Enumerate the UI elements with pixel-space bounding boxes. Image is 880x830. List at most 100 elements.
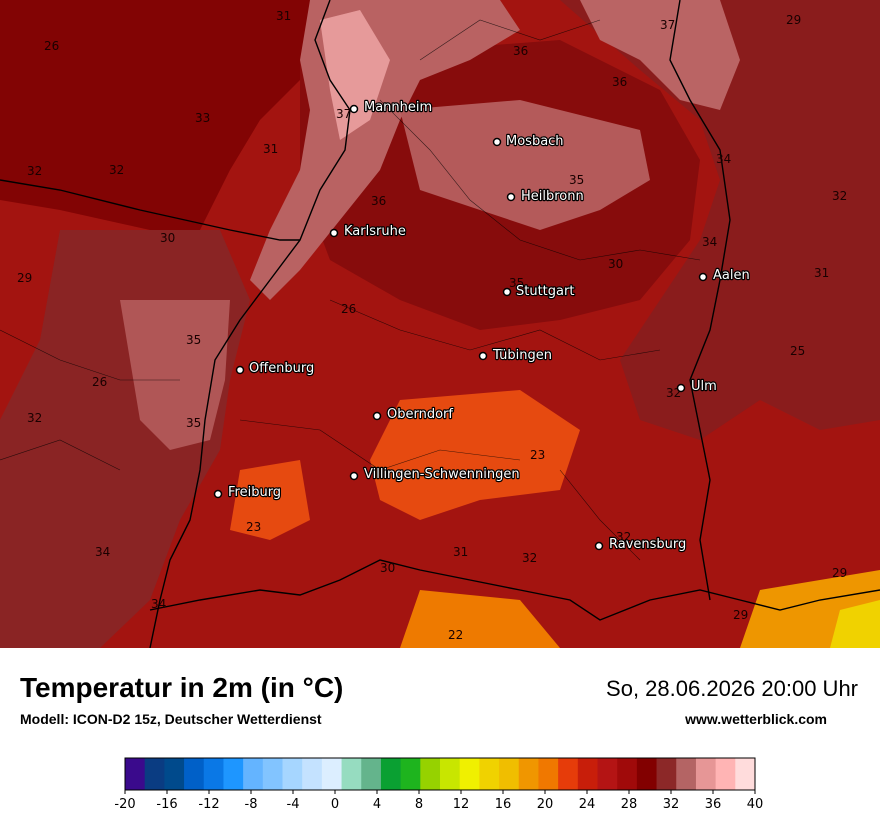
isotherm-label: 34 xyxy=(716,152,731,166)
country-borders xyxy=(0,0,880,648)
isotherm-label: 31 xyxy=(814,266,829,280)
zone-35-offenburg xyxy=(120,300,230,450)
legend-swatch xyxy=(144,758,165,790)
legend-swatch xyxy=(479,758,500,790)
district-borders xyxy=(0,19,701,561)
legend-swatch xyxy=(164,758,185,790)
isotherm-labels: 31 37 26 36 36 29 33 37 31 32 32 34 36 3… xyxy=(17,9,847,642)
city-markers: Mannheim Mosbach Heilbronn Karlsruhe Aal… xyxy=(213,99,751,553)
map-footer: Temperatur in 2m (in °C) Modell: ICON-D2… xyxy=(0,648,880,830)
isotherm-label: 37 xyxy=(660,18,675,32)
isotherm-label: 36 xyxy=(513,44,528,58)
legend-tick-label: 0 xyxy=(331,797,339,812)
isotherm-label: 30 xyxy=(380,561,395,575)
isotherm-label: 26 xyxy=(341,302,356,316)
city-tuebingen: Tübingen xyxy=(478,347,553,364)
city-label: Stuttgart xyxy=(516,284,574,299)
isotherm-label: 35 xyxy=(186,333,201,347)
city-heilbronn: Heilbronn xyxy=(506,188,585,205)
legend-tick-label: 4 xyxy=(373,797,381,812)
legend-swatch xyxy=(400,758,421,790)
isotherm-label: 34 xyxy=(151,597,166,611)
legend-swatch xyxy=(715,758,736,790)
city-freiburg: Freiburg xyxy=(213,484,282,501)
legend-tick-label: -4 xyxy=(287,797,300,812)
city-label: Aalen xyxy=(713,268,750,283)
zone-36-upper-rhine xyxy=(250,0,520,300)
city-villingen-schwenningen: Villingen-Schwenningen xyxy=(349,466,521,483)
legend-tick-label: -12 xyxy=(198,797,219,812)
zone-35-kraichgau xyxy=(400,100,650,230)
zone-32-north-west xyxy=(0,0,330,230)
city-mosbach: Mosbach xyxy=(492,133,565,150)
city-label: Mannheim xyxy=(364,100,432,115)
isotherm-label: 35 xyxy=(569,173,584,187)
legend-tick-label: 8 xyxy=(415,797,423,812)
city-label: Karlsruhe xyxy=(344,224,406,239)
isotherm-label: 35 xyxy=(509,276,524,290)
city-label: Offenburg xyxy=(249,361,314,376)
isotherm-label: 29 xyxy=(17,271,32,285)
city-ulm: Ulm xyxy=(676,378,718,395)
city-label: Villingen-Schwenningen xyxy=(364,467,520,482)
isotherm-label: 29 xyxy=(832,566,847,580)
isotherm-label: 32 xyxy=(27,164,42,178)
legend-swatch xyxy=(735,758,756,790)
legend-swatch xyxy=(577,758,598,790)
model-source: Modell: ICON-D2 15z, Deutscher Wetterdie… xyxy=(20,711,322,727)
legend-swatch xyxy=(380,758,402,790)
legend-swatch xyxy=(538,758,559,790)
legend-ticks: -20 -16 -12 -8 -4 0 4 8 12 16 20 24 28 32 36 40 xyxy=(114,790,763,812)
isotherm-label: 31 xyxy=(453,545,468,559)
zone-37-north-east xyxy=(580,0,740,110)
zone-32-north-east xyxy=(560,0,880,440)
legend-swatch xyxy=(695,758,717,790)
legend-swatch xyxy=(203,758,224,790)
city-ravensburg: Ravensburg xyxy=(594,536,687,553)
isotherm-label: 36 xyxy=(371,194,386,208)
legend-swatches xyxy=(125,758,756,790)
legend-swatch xyxy=(262,758,283,790)
city-aalen: Aalen xyxy=(698,267,751,284)
isotherm-label: 29 xyxy=(733,608,748,622)
legend-swatch xyxy=(617,758,638,790)
isotherm-label: 33 xyxy=(195,111,210,125)
city-karlsruhe: Karlsruhe xyxy=(329,223,407,240)
legend-swatch xyxy=(440,758,461,790)
website-link[interactable]: www.wetterblick.com xyxy=(685,711,827,727)
city-stuttgart: Stuttgart xyxy=(502,283,576,300)
isotherm-label: 34 xyxy=(702,235,717,249)
isotherm-label: 31 xyxy=(263,142,278,156)
legend-swatch xyxy=(518,758,539,790)
legend-tick-label: 24 xyxy=(579,797,596,812)
legend-tick-label: 16 xyxy=(495,797,512,812)
isotherm-label: 26 xyxy=(92,375,107,389)
legend-swatch xyxy=(341,758,362,790)
legend-swatch xyxy=(125,758,146,790)
city-label: Heilbronn xyxy=(521,189,584,204)
city-oberndorf: Oberndorf xyxy=(372,406,455,423)
legend-tick-label: 20 xyxy=(537,797,554,812)
legend-swatch xyxy=(321,758,342,790)
isotherm-label: 36 xyxy=(612,75,627,89)
city-mannheim: Mannheim xyxy=(349,99,433,116)
legend-swatch xyxy=(656,758,677,790)
isotherm-label: 26 xyxy=(44,39,59,53)
isotherm-label: 34 xyxy=(95,545,110,559)
legend-frame xyxy=(124,757,756,791)
legend-tick-label: 32 xyxy=(663,797,680,812)
isotherm-label: 23 xyxy=(530,448,545,462)
legend-tick-label: 28 xyxy=(621,797,638,812)
legend-swatch xyxy=(243,758,264,790)
legend-tick-label: -16 xyxy=(156,797,177,812)
isotherm-label: 22 xyxy=(448,628,463,642)
legend-swatch xyxy=(558,758,579,790)
legend-swatch xyxy=(223,758,244,790)
legend-tick-label: 40 xyxy=(747,797,764,812)
legend-swatch xyxy=(282,758,303,790)
isotherm-label: 30 xyxy=(160,231,175,245)
isotherm-label: 25 xyxy=(790,344,805,358)
city-label: Tübingen xyxy=(492,348,552,363)
legend-tick-label: 36 xyxy=(705,797,722,812)
isotherm-label: 29 xyxy=(786,13,801,27)
